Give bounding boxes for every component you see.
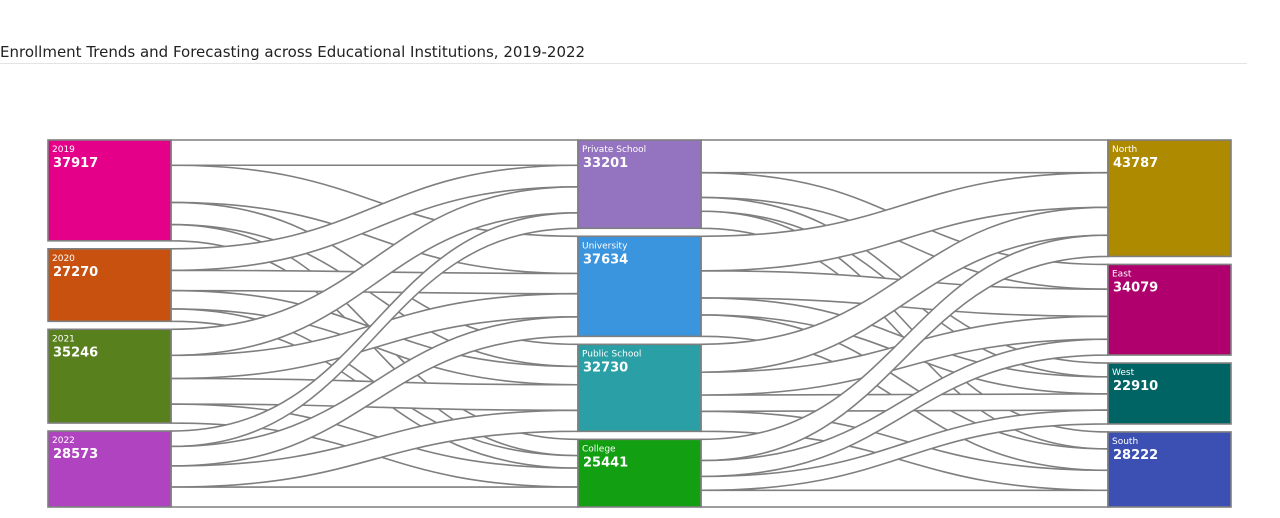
node-east-label: East xyxy=(1112,269,1132,279)
node-private-label: Private School xyxy=(582,145,646,155)
node-2021-value: 35246 xyxy=(53,345,98,360)
node-public-label: Public School xyxy=(582,349,641,359)
node-2021-label: 2021 xyxy=(52,334,75,344)
node-2020-value: 27270 xyxy=(53,265,98,280)
node-college-label: College xyxy=(582,444,616,454)
node-east-value: 34079 xyxy=(1113,280,1158,295)
node-university-value: 37634 xyxy=(583,252,628,267)
link-college-to-south[interactable] xyxy=(701,490,1108,507)
node-north-label: North xyxy=(1112,145,1137,155)
node-private-value: 33201 xyxy=(583,156,628,171)
link-private-to-north[interactable] xyxy=(701,140,1108,173)
node-2020-label: 2020 xyxy=(52,254,75,264)
node-public-value: 32730 xyxy=(583,360,628,375)
node-college-value: 25441 xyxy=(583,455,628,470)
link-2022-to-college[interactable] xyxy=(171,487,578,507)
node-west-label: West xyxy=(1112,368,1135,378)
node-2022-label: 2022 xyxy=(52,436,75,446)
node-south-value: 28222 xyxy=(1113,448,1158,463)
link-2019-to-private[interactable] xyxy=(171,140,578,165)
node-2019-value: 37917 xyxy=(53,156,98,171)
node-south-label: South xyxy=(1112,437,1138,447)
node-university-label: University xyxy=(582,241,628,251)
node-north-value: 43787 xyxy=(1113,156,1158,171)
node-2022-value: 28573 xyxy=(53,447,98,462)
node-west-value: 22910 xyxy=(1113,379,1158,394)
node-2019-label: 2019 xyxy=(52,145,75,155)
